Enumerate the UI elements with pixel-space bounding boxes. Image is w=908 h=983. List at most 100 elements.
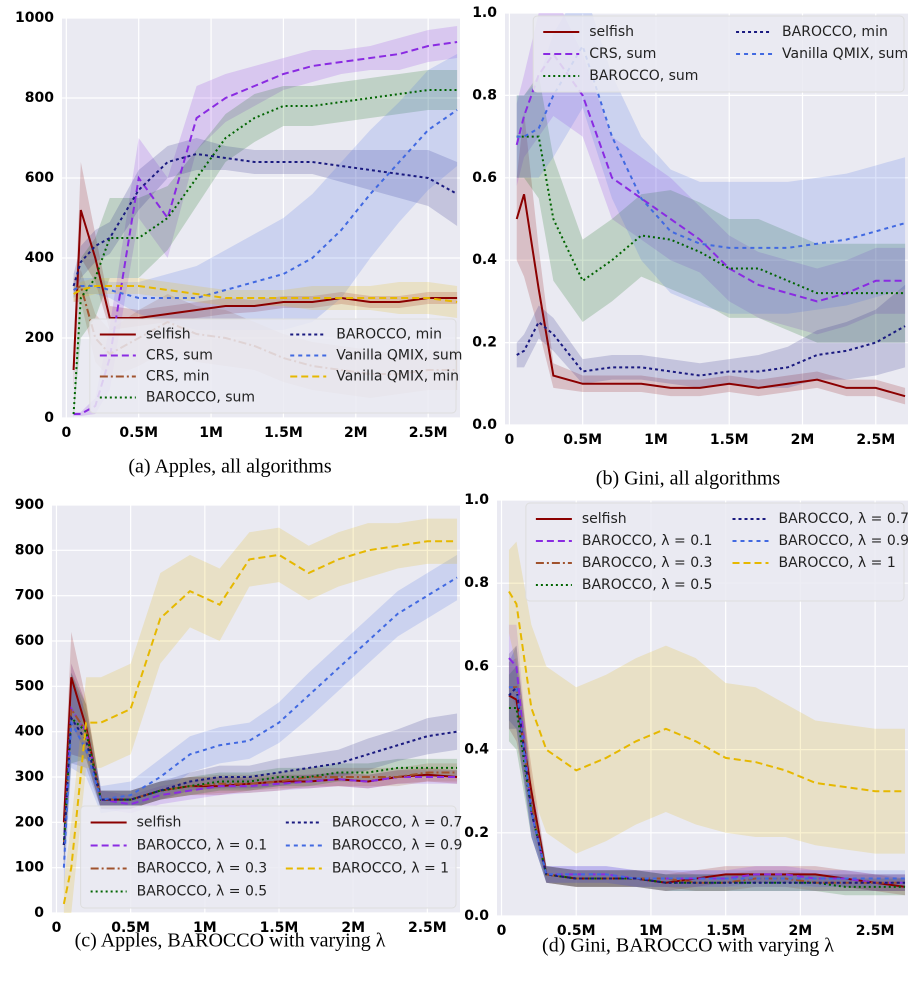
- error-band: [516, 284, 906, 388]
- legend-label: Vanilla QMIX, sum: [782, 46, 908, 62]
- x-tick-label: 1.5M: [706, 923, 745, 939]
- y-tick-label: 0.0: [472, 417, 497, 433]
- x-tick-label: 1M: [199, 425, 223, 441]
- error-band: [73, 138, 458, 298]
- legend-label: CRS, sum: [146, 348, 213, 364]
- y-tick-label: 0.2: [472, 335, 497, 351]
- error-band: [63, 554, 458, 891]
- y-tick-label: 100: [15, 860, 44, 876]
- series-line: [62, 576, 458, 868]
- error-band: [516, 74, 906, 343]
- y-tick-label: 0: [44, 410, 54, 426]
- y-tick-label: 800: [25, 90, 54, 106]
- legend-label: BAROCCO, λ = 0.9: [332, 838, 463, 854]
- x-tick-label: 1M: [193, 920, 217, 936]
- x-tick-label: 1M: [639, 923, 663, 939]
- series-line: [62, 705, 458, 846]
- error-band: [63, 672, 458, 868]
- series-line: [72, 152, 458, 287]
- x-tick-label: 2.5M: [409, 425, 448, 441]
- legend-label: selfish: [146, 327, 191, 343]
- y-tick-label: 900: [15, 497, 44, 513]
- y-tick-label: 300: [15, 769, 44, 785]
- legend-label: BAROCCO, min: [782, 24, 888, 40]
- chart: 0 200 400 600 800 1000 0 0.5M 1M 1.5M 2M 2.5M selfis…: [15, 10, 462, 478]
- series-line: [72, 209, 458, 371]
- legend-label: BAROCCO, λ = 0.1: [582, 533, 713, 549]
- legend-label: selfish: [589, 24, 634, 40]
- legend-label: BAROCCO, λ = 0.3: [137, 861, 268, 877]
- error-band: [73, 54, 458, 330]
- x-tick-label: 0: [52, 920, 62, 936]
- series-line: [508, 684, 906, 884]
- caption: (b) Gini, all algorithms: [596, 468, 781, 490]
- x-tick-label: 2M: [341, 920, 365, 936]
- y-tick-label: 0.0: [464, 908, 489, 924]
- series-line: [516, 135, 906, 295]
- legend-label: BAROCCO, sum: [146, 390, 255, 406]
- series-line: [73, 285, 458, 303]
- y-tick-label: 200: [25, 330, 54, 346]
- x-tick-label: 0.5M: [563, 432, 602, 448]
- caption: (d) Gini, BAROCCO with varying λ: [542, 935, 834, 957]
- y-tick-label: 0.8: [464, 575, 489, 591]
- x-tick-label: 0: [497, 923, 507, 939]
- error-band: [508, 645, 906, 892]
- legend-label: BAROCCO, λ = 0.7: [332, 815, 463, 831]
- plot: [62, 518, 458, 913]
- x-tick-label: 1.5M: [260, 920, 299, 936]
- legend-box: [532, 15, 905, 93]
- y-tick-label: 0.4: [464, 742, 489, 758]
- error-band: [508, 645, 906, 892]
- series-line: [508, 686, 906, 880]
- y-tick-label: 500: [15, 678, 44, 694]
- legend-label: BAROCCO, λ = 1: [779, 555, 896, 571]
- y-tick-label: 1.0: [464, 492, 489, 508]
- legend-label: BAROCCO, min: [336, 327, 442, 343]
- x-tick-label: 1.5M: [264, 425, 303, 441]
- legend-box: [525, 502, 905, 602]
- error-band: [73, 70, 458, 418]
- legend-label: BAROCCO, λ = 0.9: [779, 533, 908, 549]
- series-line: [516, 320, 906, 377]
- error-band: [508, 658, 906, 896]
- error-band: [63, 518, 458, 913]
- y-tick-label: 0.6: [472, 170, 497, 186]
- chart: 0.0 0.2 0.4 0.6 0.8 1.0 0 0.5M 1M 1.5M 2M 2.5M selfi…: [472, 5, 908, 490]
- y-tick-label: 600: [25, 170, 54, 186]
- x-tick-label: 1.5M: [710, 432, 749, 448]
- y-tick-label: 200: [15, 814, 44, 830]
- legend-label: BAROCCO, λ = 0.3: [582, 555, 713, 571]
- y-tick-label: 800: [15, 542, 44, 558]
- x-tick-label: 1M: [644, 432, 668, 448]
- x-tick-label: 0: [61, 425, 71, 441]
- chart: 0.0 0.2 0.4 0.6 0.8 1.0 0 0.5M 1M 1.5M 2M 2.5M selfi…: [464, 492, 908, 957]
- legend-label: BAROCCO, λ = 0.5: [582, 577, 713, 593]
- legend-label: CRS, sum: [589, 46, 656, 62]
- y-tick-label: 1000: [15, 10, 54, 26]
- series-line: [515, 193, 906, 398]
- legend-label: CRS, min: [146, 369, 210, 385]
- y-tick-label: 0: [34, 905, 44, 921]
- y-tick-label: 0.4: [472, 252, 497, 268]
- y-tick-label: 0.2: [464, 825, 489, 841]
- legend-label: BAROCCO, λ = 0.5: [137, 884, 268, 900]
- legend-label: BAROCCO, λ = 1: [332, 861, 449, 877]
- error-band: [508, 666, 906, 896]
- x-tick-label: 0: [505, 432, 515, 448]
- legend-label: Vanilla QMIX, sum: [336, 348, 462, 364]
- legend-label: BAROCCO, λ = 0.7: [779, 511, 908, 527]
- x-tick-label: 2.5M: [856, 923, 895, 939]
- y-tick-label: 0.6: [464, 658, 489, 674]
- error-band: [508, 541, 906, 854]
- y-tick-label: 700: [15, 588, 44, 604]
- legend-label: BAROCCO, sum: [589, 68, 698, 84]
- x-tick-label: 0.5M: [557, 923, 596, 939]
- series-line: [515, 52, 906, 303]
- error-band: [63, 631, 458, 845]
- y-tick-label: 400: [15, 724, 44, 740]
- x-tick-label: 0.5M: [119, 425, 158, 441]
- y-tick-label: 0.8: [472, 87, 497, 103]
- error-band: [63, 672, 458, 868]
